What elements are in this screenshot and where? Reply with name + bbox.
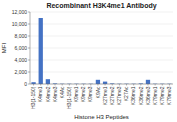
x-tick <box>126 84 127 86</box>
y-tick <box>28 72 30 73</box>
y-tick <box>28 84 30 85</box>
y-axis-label: MFI <box>1 43 7 54</box>
x-tick <box>133 84 134 86</box>
y-tick-label: 4,000 <box>14 57 27 63</box>
y-tick-label: 8,000 <box>14 33 27 39</box>
x-axis <box>30 84 173 85</box>
x-tick-label: K4Ac <box>59 86 65 98</box>
chart: 0 2,000 4,000 6,000 8,000 10,000 12,000 H3(1-15… <box>0 0 177 122</box>
x-tick-label: K9me3 <box>87 86 93 102</box>
x-tick <box>47 84 48 86</box>
y-tick <box>28 48 30 49</box>
x-tick <box>69 84 70 86</box>
y-tick <box>28 24 30 25</box>
bar <box>31 82 35 84</box>
x-tick <box>162 84 163 86</box>
x-tick-label: K4me3 <box>52 86 58 102</box>
x-tick <box>119 84 120 86</box>
y-tick <box>28 36 30 37</box>
x-tick <box>76 84 77 86</box>
grid-line <box>30 48 173 49</box>
x-tick-label: K4me2 <box>45 86 51 102</box>
x-tick-label: K27me2 <box>109 86 115 105</box>
y-axis <box>30 12 31 84</box>
x-tick <box>33 84 34 86</box>
x-tick <box>90 84 91 86</box>
x-tick <box>147 84 148 86</box>
grid-line <box>30 36 173 37</box>
y-tick-label: 2,000 <box>14 69 27 75</box>
y-tick-label: 10,000 <box>12 21 28 27</box>
x-tick-label: K36me1 <box>130 86 136 105</box>
x-tick-label: K36me2 <box>138 86 144 105</box>
bar <box>103 82 107 84</box>
x-tick-label: K9me2 <box>80 86 86 102</box>
x-tick-label: K27me1 <box>102 86 108 105</box>
x-tick <box>62 84 63 86</box>
x-tick-label: K9me1 <box>73 86 79 102</box>
grid-line <box>30 24 173 25</box>
y-tick <box>28 60 30 61</box>
x-tick-label: H3(1-150) <box>66 86 72 109</box>
bar <box>96 80 100 84</box>
x-tick <box>55 84 56 86</box>
bar <box>39 18 43 84</box>
x-tick-label: K27Ac <box>123 86 129 101</box>
bars <box>31 18 171 84</box>
x-tick <box>140 84 141 86</box>
x-tick-label: H3(1-150) <box>30 86 36 109</box>
x-tick-label: K9Ac <box>95 86 101 98</box>
x-tick <box>83 84 84 86</box>
x-tick-label: K36me3 <box>145 86 151 105</box>
x-tick-label: K27me3 <box>116 86 122 105</box>
bar <box>46 79 50 84</box>
x-tick <box>105 84 106 86</box>
title: Recombinant H3K4me1 Antibody <box>46 2 156 10</box>
x-tick <box>40 84 41 86</box>
y-tick-label: 12,000 <box>12 9 28 15</box>
x-tick <box>155 84 156 86</box>
grid-line <box>30 84 173 85</box>
x-tick-label: K4me1 <box>37 86 43 102</box>
y-tick-label: 6,000 <box>14 45 27 51</box>
x-tick-label: K79me3 <box>166 86 172 105</box>
grid-line <box>30 12 173 13</box>
x-tick <box>97 84 98 86</box>
x-tick-label: K79me2 <box>159 86 165 105</box>
x-tick <box>112 84 113 86</box>
x-tick-label: K79me1 <box>152 86 158 105</box>
grid-line <box>30 72 173 73</box>
x-tick <box>169 84 170 86</box>
y-tick-label: 0 <box>24 81 27 87</box>
chart-container: 0 2,000 4,000 6,000 8,000 10,000 12,000 H3(1-15… <box>0 0 177 122</box>
grid-line <box>30 60 173 61</box>
y-tick <box>28 12 30 13</box>
bar <box>146 80 150 84</box>
x-axis-label: Histone H3 Peptides <box>74 114 129 120</box>
